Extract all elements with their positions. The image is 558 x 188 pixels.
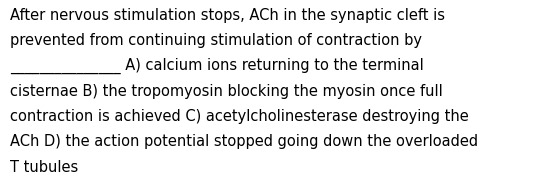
Text: prevented from continuing stimulation of contraction by: prevented from continuing stimulation of… — [10, 33, 422, 48]
Text: _______________ A) calcium ions returning to the terminal: _______________ A) calcium ions returnin… — [10, 58, 424, 74]
Text: contraction is achieved C) acetylcholinesterase destroying the: contraction is achieved C) acetylcholine… — [10, 109, 469, 124]
Text: ACh D) the action potential stopped going down the overloaded: ACh D) the action potential stopped goin… — [10, 134, 478, 149]
Text: cisternae B) the tropomyosin blocking the myosin once full: cisternae B) the tropomyosin blocking th… — [10, 84, 443, 99]
Text: After nervous stimulation stops, ACh in the synaptic cleft is: After nervous stimulation stops, ACh in … — [10, 8, 445, 23]
Text: T tubules: T tubules — [10, 160, 78, 175]
